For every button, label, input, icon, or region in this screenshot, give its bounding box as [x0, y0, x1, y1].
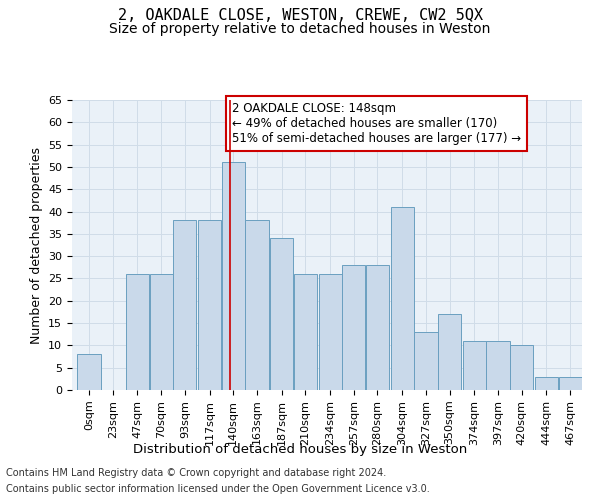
Bar — [319, 274, 341, 390]
Y-axis label: Number of detached properties: Number of detached properties — [29, 146, 43, 344]
Text: Size of property relative to detached houses in Weston: Size of property relative to detached ho… — [109, 22, 491, 36]
Text: Distribution of detached houses by size in Weston: Distribution of detached houses by size … — [133, 442, 467, 456]
Bar — [270, 238, 293, 390]
Bar — [173, 220, 196, 390]
Text: Contains public sector information licensed under the Open Government Licence v3: Contains public sector information licen… — [6, 484, 430, 494]
Bar — [391, 207, 414, 390]
Bar — [342, 265, 365, 390]
Bar — [463, 341, 486, 390]
Bar — [535, 376, 558, 390]
Bar — [438, 314, 461, 390]
Text: 2 OAKDALE CLOSE: 148sqm
← 49% of detached houses are smaller (170)
51% of semi-d: 2 OAKDALE CLOSE: 148sqm ← 49% of detache… — [232, 102, 521, 145]
Bar — [221, 162, 245, 390]
Bar — [77, 354, 101, 390]
Bar — [510, 346, 533, 390]
Text: Contains HM Land Registry data © Crown copyright and database right 2024.: Contains HM Land Registry data © Crown c… — [6, 468, 386, 477]
Bar — [415, 332, 437, 390]
Bar — [559, 376, 582, 390]
Bar — [245, 220, 269, 390]
Bar — [149, 274, 173, 390]
Bar — [487, 341, 509, 390]
Bar — [366, 265, 389, 390]
Bar — [294, 274, 317, 390]
Bar — [198, 220, 221, 390]
Text: 2, OAKDALE CLOSE, WESTON, CREWE, CW2 5QX: 2, OAKDALE CLOSE, WESTON, CREWE, CW2 5QX — [118, 8, 482, 22]
Bar — [126, 274, 149, 390]
